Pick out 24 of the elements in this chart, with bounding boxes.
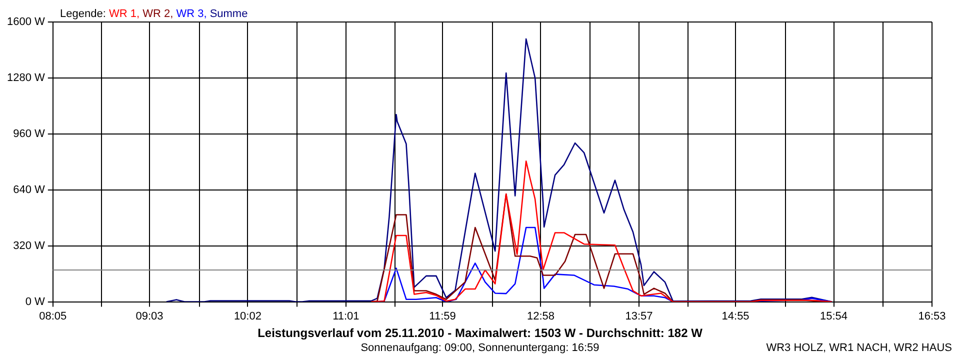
text: Sonnenaufgang: 09:00, Sonnenuntergang: 16:59 (360, 342, 600, 354)
y-tick-label: 0 W (25, 296, 46, 308)
y-tick-label: 320 W (13, 240, 46, 252)
text: WR3 HOLZ, WR1 NACH, WR2 HAUS (766, 342, 952, 354)
y-tick-label: 1600 W (6, 16, 46, 28)
x-tick-label: 14:55 (722, 310, 750, 322)
x-tick-label: 12:58 (526, 310, 555, 322)
x-tick-label: 13:57 (625, 310, 653, 322)
x-tick-label: 11:59 (429, 310, 456, 322)
y-tick-label: 640 W (13, 184, 46, 196)
text: WR 3, (176, 8, 208, 20)
x-tick-label: 10:02 (234, 310, 262, 322)
x-tick-label: 16:53 (918, 310, 946, 322)
legend-title: Legende: (60, 8, 107, 20)
x-tick-label: 08:05 (39, 310, 67, 322)
text: Leistungsverlauf vom 25.11.2010 - Maximalwert: 1503 W - Durchschnitt: 182 W (256, 326, 704, 340)
y-tick-label: 960 W (13, 128, 46, 140)
x-tick-label: 11:01 (332, 310, 360, 322)
y-tick-label: 1280 W (6, 72, 46, 84)
text: Summe (210, 8, 248, 20)
text: WR 1, (108, 8, 140, 20)
x-tick-label: 15:54 (820, 310, 848, 322)
x-tick-label: 09:03 (136, 310, 164, 322)
text: WR 2, (142, 8, 174, 20)
